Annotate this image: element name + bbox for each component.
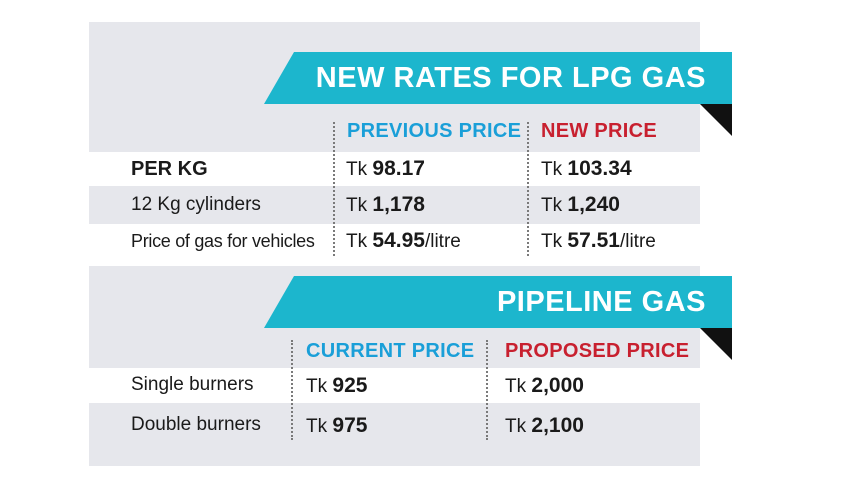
lpg-row-1-previous: Tk 98.17 <box>346 152 425 187</box>
proposed-value: 2,100 <box>531 414 584 437</box>
lpg-header-new: NEW PRICE <box>541 120 658 142</box>
currency-label: Tk <box>541 195 563 216</box>
lpg-divider-right <box>527 122 529 256</box>
pipeline-row-2-proposed: Tk 2,100 <box>505 409 584 444</box>
previous-value: 1,178 <box>372 193 425 216</box>
proposed-value: 2,000 <box>531 374 584 397</box>
new-value: 103.34 <box>567 157 632 180</box>
pipeline-banner: PIPELINE GAS <box>264 276 732 328</box>
lpg-divider-left <box>333 122 335 256</box>
pipeline-banner-bar: PIPELINE GAS <box>264 276 732 328</box>
lpg-row-2-label: 12 Kg cylinders <box>131 194 261 215</box>
new-value: 1,240 <box>567 193 620 216</box>
currency-label: Tk <box>505 416 527 437</box>
pipeline-row-band-1 <box>89 368 700 403</box>
pipeline-row-1-proposed: Tk 2,000 <box>505 369 584 404</box>
pipeline-row-2-current: Tk 975 <box>306 409 367 444</box>
pipeline-row-2-label: Double burners <box>131 414 261 435</box>
lpg-row-3-new: Tk 57.51/litre <box>541 224 656 259</box>
current-value: 975 <box>332 414 368 437</box>
pipeline-header-proposed: PROPOSED PRICE <box>505 340 690 362</box>
lpg-row-2-previous: Tk 1,178 <box>346 188 425 223</box>
currency-label: Tk <box>306 416 328 437</box>
lpg-row-2-new: Tk 1,240 <box>541 188 620 223</box>
lpg-banner-corner <box>700 104 732 136</box>
pipeline-divider-right <box>486 340 488 440</box>
pipeline-title: PIPELINE GAS <box>496 285 706 318</box>
lpg-row-band-1 <box>89 152 700 186</box>
currency-label: Tk <box>346 159 368 180</box>
unit-label: /litre <box>424 231 461 252</box>
currency-label: Tk <box>306 376 328 397</box>
unit-label: /litre <box>619 231 656 252</box>
new-value: 57.51 <box>567 229 620 252</box>
currency-label: Tk <box>346 195 368 216</box>
currency-label: Tk <box>505 376 527 397</box>
lpg-banner: NEW RATES FOR LPG GAS <box>264 52 732 104</box>
pipeline-row-1-label: Single burners <box>131 374 254 395</box>
lpg-row-3-previous: Tk 54.95/litre <box>346 224 461 259</box>
current-value: 925 <box>332 374 368 397</box>
currency-label: Tk <box>541 231 563 252</box>
pipeline-divider-left <box>291 340 293 440</box>
previous-value: 54.95 <box>372 229 425 252</box>
pipeline-banner-corner <box>700 328 732 360</box>
currency-label: Tk <box>541 159 563 180</box>
lpg-row-1-new: Tk 103.34 <box>541 152 632 187</box>
pipeline-row-1-current: Tk 925 <box>306 369 367 404</box>
currency-label: Tk <box>346 231 368 252</box>
lpg-title: NEW RATES FOR LPG GAS <box>315 61 706 94</box>
lpg-banner-bar: NEW RATES FOR LPG GAS <box>264 52 732 104</box>
previous-value: 98.17 <box>372 157 425 180</box>
lpg-row-1-label: PER KG <box>131 158 208 180</box>
lpg-row-3-label: Price of gas for vehicles <box>131 231 315 251</box>
lpg-row-band-3 <box>89 224 700 258</box>
lpg-header-previous: PREVIOUS PRICE <box>347 120 522 142</box>
pipeline-header-current: CURRENT PRICE <box>306 340 475 362</box>
